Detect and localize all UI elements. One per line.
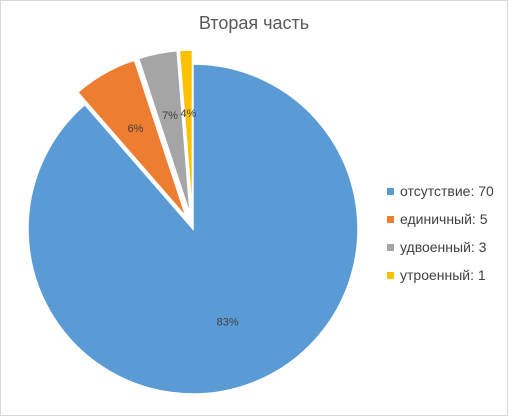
legend: отсутствие: 70 единичный: 5 удвоенный: 3… (387, 177, 494, 289)
legend-label-double: удвоенный: 3 (400, 239, 487, 255)
legend-item-triple: утроенный: 1 (387, 261, 494, 289)
legend-swatch-absence (387, 187, 394, 195)
data-label-triple: 4% (180, 108, 196, 120)
pie-slice-absence (27, 63, 359, 395)
legend-label-single: единичный: 5 (400, 211, 488, 227)
data-label-double: 7% (162, 110, 178, 122)
data-label-single: 6% (128, 123, 144, 135)
pie-slice-single (76, 59, 187, 218)
legend-swatch-single (387, 215, 394, 223)
legend-swatch-triple (387, 271, 394, 279)
chart-title: Вторая часть (198, 13, 310, 33)
legend-swatch-double (387, 243, 394, 251)
pie-slice-double (137, 49, 191, 216)
legend-label-triple: утроенный: 1 (400, 267, 486, 283)
legend-item-absence: отсутствие: 70 (387, 177, 494, 205)
pie-slice-triple (178, 49, 194, 216)
legend-label-absence: отсутствие: 70 (400, 183, 494, 199)
legend-item-double: удвоенный: 3 (387, 233, 494, 261)
data-label-absence: 83% (217, 317, 239, 329)
legend-item-single: единичный: 5 (387, 205, 494, 233)
